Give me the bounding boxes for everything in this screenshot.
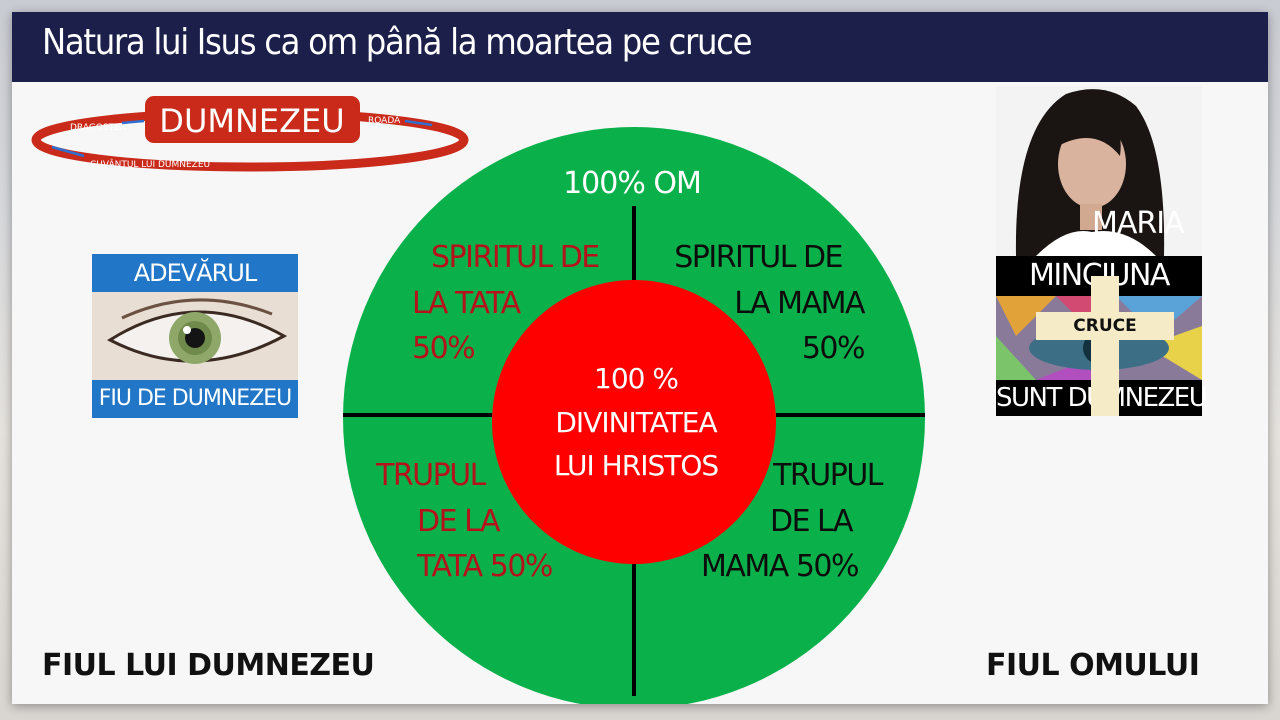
- qtr-line-2: LA MAMA: [734, 286, 866, 321]
- ring-left-label: DRAGOSTEA: [70, 123, 127, 133]
- core-text: 100 % DIVINITATEA LUI HRISTOS: [554, 362, 720, 482]
- qbl-line-3: TATA 50%: [416, 549, 552, 584]
- quadrant-top-right: SPIRITUL DE LA MAMA 50%: [674, 240, 867, 366]
- arrow-right-icon: [404, 119, 433, 127]
- quadrant-bottom-right: TRUPUL DE LA MAMA 50%: [701, 458, 885, 584]
- red-core-circle: [492, 280, 776, 564]
- circle-top-label: 100% OM: [563, 166, 701, 201]
- ring-bottom-label: CUVÂNTUL LUI DUMNEZEU: [90, 158, 210, 170]
- ring-center-label: DUMNEZEU: [159, 102, 344, 140]
- son-of-god-label: FIUL LUI DUMNEZEU: [42, 648, 375, 683]
- qtl-line-1: SPIRITUL DE: [431, 240, 599, 275]
- slide: Natura lui Isus ca om până la moartea pe…: [12, 12, 1268, 704]
- ring-arrow-icons: [51, 119, 433, 158]
- qbr-line-2: DE LA: [770, 504, 854, 539]
- qbl-line-1: TRUPUL: [375, 458, 487, 493]
- arrow-left-icon: [121, 119, 145, 125]
- title-bar: Natura lui Isus ca om până la moartea pe…: [12, 12, 1268, 82]
- cross-label: CRUCE: [1036, 312, 1174, 340]
- core-line-1: 100 %: [594, 362, 678, 395]
- arrow-bottom-icon: [51, 145, 85, 158]
- nature-circle: 100% OM 100 % DIVINITATEA LUI HRISTOS SP…: [343, 127, 925, 704]
- qtr-line-1: SPIRITUL DE: [674, 240, 842, 275]
- nature-diagram: DUMNEZEU DRAGOSTEA ROADĂ CUVÂNTUL LUI DU…: [31, 96, 925, 704]
- maria-label: MARIA: [1092, 206, 1185, 241]
- qtr-line-3: 50%: [802, 331, 864, 366]
- qbr-line-1: TRUPUL: [772, 458, 884, 493]
- son-of-man-label: FIUL OMULUI: [986, 648, 1200, 683]
- cross-vertical: [1091, 276, 1119, 416]
- woman-photo: MARIA: [996, 86, 1202, 256]
- qbr-line-3: MAMA 50%: [701, 549, 858, 584]
- lie-card: MARIA MINCIUNA SUNT DUMNEZEU CRUCE: [996, 86, 1208, 416]
- ring-right-label: ROADĂ: [368, 114, 401, 126]
- page-title: Natura lui Isus ca om până la moartea pe…: [42, 22, 753, 63]
- quadrant-bottom-left: TRUPUL DE LA TATA 50%: [375, 458, 553, 584]
- truth-card: ADEVĂRUL FIU DE DUMNEZEU: [92, 254, 298, 418]
- qtl-line-3: 50%: [412, 331, 474, 366]
- quadrant-top-left: SPIRITUL DE LA TATA 50%: [412, 240, 601, 366]
- eye-image: [92, 292, 298, 380]
- qtl-line-2: LA TATA: [412, 286, 522, 321]
- core-line-3: LUI HRISTOS: [554, 449, 719, 482]
- truth-card-caption: FIU DE DUMNEZEU: [92, 380, 298, 418]
- core-line-2: DIVINITATEA: [555, 406, 717, 439]
- truth-card-title: ADEVĂRUL: [92, 254, 298, 292]
- ring-box: [145, 96, 360, 143]
- woman-portrait-icon: [996, 86, 1202, 256]
- qbl-line-2: DE LA: [417, 504, 501, 539]
- eye-icon: [92, 292, 298, 380]
- dumnezeu-ring: DUMNEZEU DRAGOSTEA ROADĂ CUVÂNTUL LUI DU…: [31, 96, 469, 172]
